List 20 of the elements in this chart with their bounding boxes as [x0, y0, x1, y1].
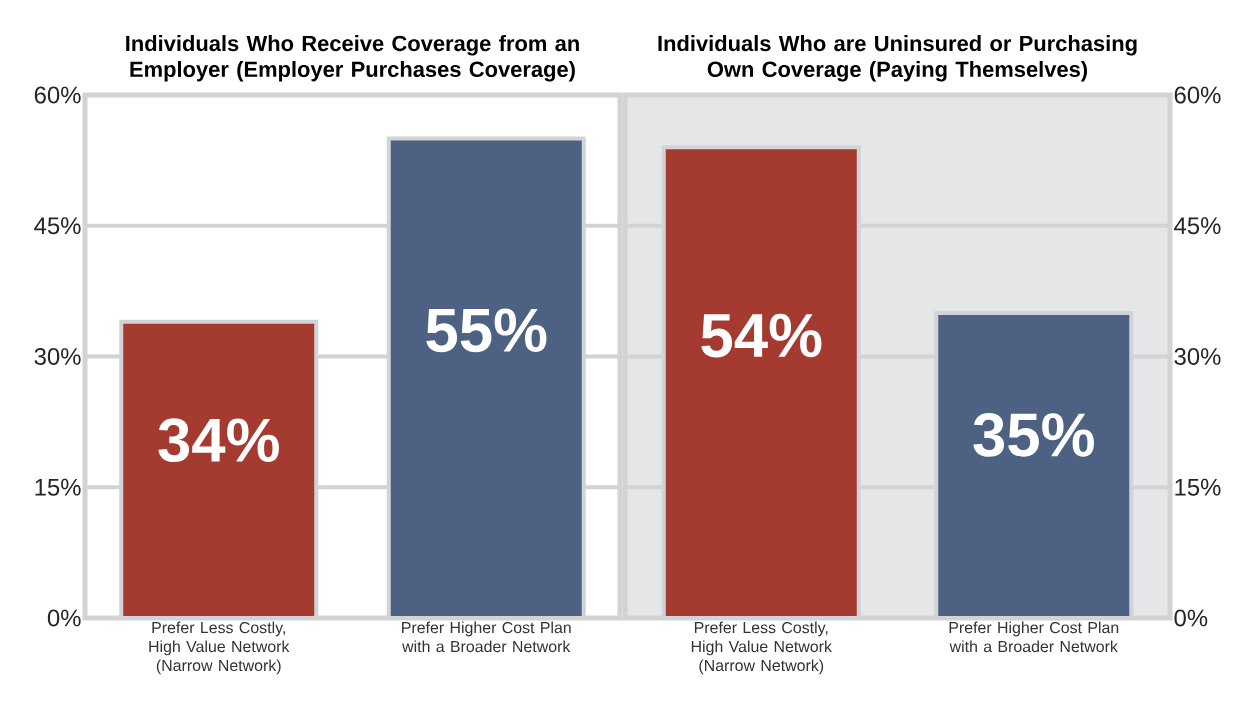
y-tick-label: 30%	[34, 348, 81, 365]
y-tick-label: 60%	[1174, 86, 1221, 104]
y-tick-label: 45%	[34, 217, 81, 235]
x-tick-label: Prefer Higher Cost Plan with a Broader Network	[949, 621, 1119, 653]
data-label: 54%	[701, 313, 822, 358]
y-tick-label: 30%	[1174, 348, 1221, 365]
y-tick-label: 45%	[1174, 217, 1221, 235]
y-tick-label: 60%	[34, 86, 81, 104]
data-label: 55%	[426, 308, 547, 353]
y-tick-label: 0%	[1174, 609, 1208, 627]
x-tick-label: Prefer Less Costly, High Value Network (Narrow Network)	[149, 621, 290, 675]
y-tick-label: 0%	[47, 609, 81, 627]
x-tick-label: Prefer Higher Cost Plan with a Broader Network	[402, 621, 571, 653]
chart-title: Individuals Who are Uninsured or Purchasing Own Coverage (Paying Themselves)	[658, 35, 1137, 82]
y-tick-label: 15%	[35, 478, 81, 496]
x-tick-label: Prefer Less Costly, High Value Network (Narrow Network)	[691, 621, 832, 675]
data-label: 35%	[973, 413, 1094, 457]
chart-title: Individuals Who Receive Coverage from an Employer (Employer Purchases Coverage)	[126, 35, 579, 82]
y-tick-label: 15%	[1175, 478, 1221, 496]
data-label: 34%	[158, 418, 279, 463]
